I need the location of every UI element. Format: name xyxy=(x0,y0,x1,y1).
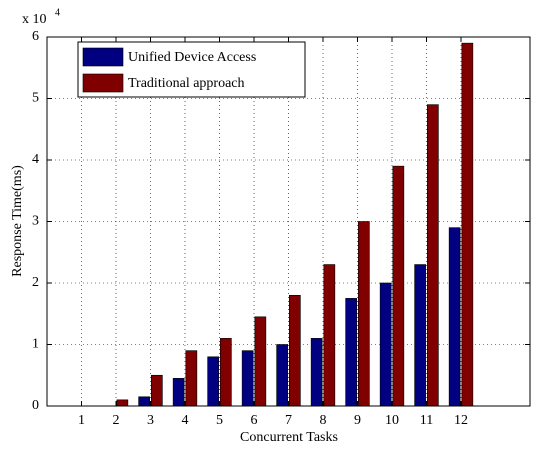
y-tick-label: 3 xyxy=(32,214,39,229)
bar xyxy=(116,399,129,407)
y-multiplier: x 10 xyxy=(22,12,47,27)
x-axis-label: Concurrent Tasks xyxy=(240,430,338,445)
x-tick-label: 6 xyxy=(251,413,258,428)
x-tick-label: 1 xyxy=(78,413,85,428)
x-tick-label: 3 xyxy=(147,413,154,428)
bar xyxy=(427,104,439,407)
y-tick-label: 1 xyxy=(32,337,39,352)
bar xyxy=(392,165,405,407)
bar xyxy=(207,356,219,407)
bar xyxy=(461,42,474,407)
y-tick-label: 6 xyxy=(32,29,39,44)
legend-swatch xyxy=(82,73,124,93)
bar xyxy=(276,344,288,407)
y-tick-label: 2 xyxy=(32,275,39,290)
bar xyxy=(448,227,461,407)
x-tick-label: 7 xyxy=(285,413,292,428)
bar xyxy=(172,378,185,407)
x-tick-label: 10 xyxy=(385,413,399,428)
y-tick-label: 0 xyxy=(32,398,39,413)
y-axis-label: Response Time(ms) xyxy=(10,165,25,277)
legend-swatch xyxy=(82,47,124,67)
bar xyxy=(323,264,336,407)
x-tick-label: 4 xyxy=(182,413,189,428)
x-tick-label: 9 xyxy=(354,413,361,428)
bar xyxy=(358,221,370,407)
bar xyxy=(414,264,426,407)
plot-frame xyxy=(46,36,531,407)
legend-label: Traditional approach xyxy=(128,76,245,91)
bar xyxy=(138,396,150,407)
bar xyxy=(310,338,323,407)
bar xyxy=(220,338,232,407)
y-tick-label: 4 xyxy=(32,152,39,167)
x-tick-label: 5 xyxy=(216,413,223,428)
bar xyxy=(185,350,198,407)
x-tick-label: 2 xyxy=(113,413,120,428)
bar xyxy=(289,294,301,407)
x-tick-label: 8 xyxy=(320,413,327,428)
x-tick-label: 11 xyxy=(420,413,433,428)
legend-label: Unified Device Access xyxy=(128,50,256,65)
plot-area xyxy=(46,36,531,407)
bar xyxy=(151,374,163,407)
bar xyxy=(254,316,267,407)
x-tick-label: 12 xyxy=(454,413,468,428)
bar xyxy=(379,282,392,407)
bar xyxy=(345,298,357,407)
y-multiplier-exponent: 4 xyxy=(55,7,60,18)
y-tick-label: 5 xyxy=(32,91,39,106)
bar xyxy=(241,350,254,407)
